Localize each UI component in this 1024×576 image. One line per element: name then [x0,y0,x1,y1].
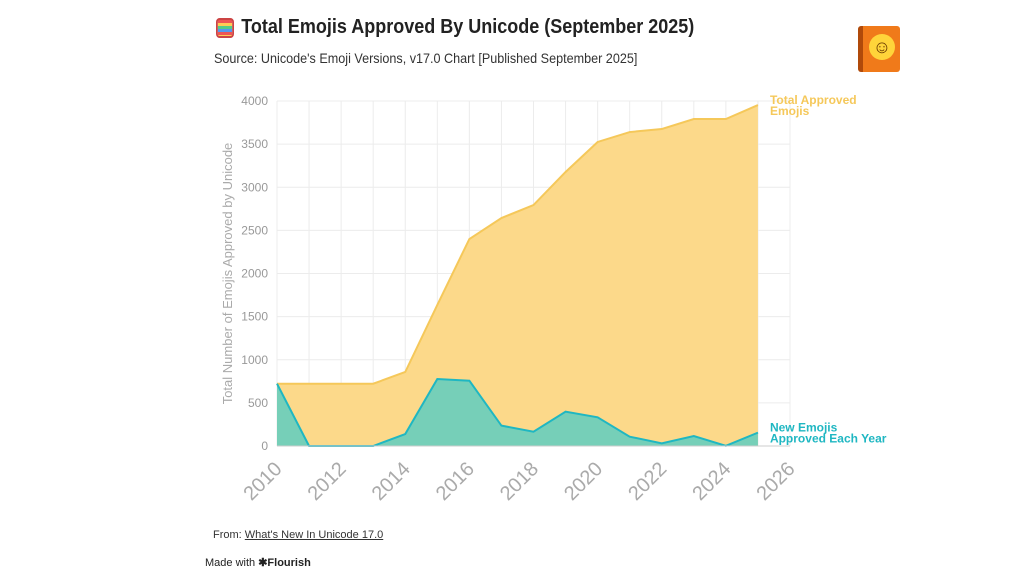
x-tick-label: 2026 [753,458,800,505]
source-footer: From: What's New In Unicode 17.0 [213,529,383,541]
y-tick-label: 0 [261,439,268,453]
x-tick-label: 2018 [496,458,543,505]
series-label: Total Approved Emojis [770,93,857,118]
y-tick-label: 3000 [241,180,268,194]
x-tick-label: 2014 [368,458,415,505]
chart-subtitle: Source: Unicode's Emoji Versions, v17.0 … [214,50,638,66]
from-label: From: [213,529,242,541]
x-tick-label: 2010 [240,458,287,505]
made-with-flourish[interactable]: Made with ✱Flourish [205,556,311,569]
series-area [277,105,758,447]
y-tick-label: 3500 [241,137,268,151]
notebook-smiley-icon: ☺ [858,26,900,72]
title-text: Total Emojis Approved By Unicode (Septem… [241,16,695,38]
chart-title: Total Emojis Approved By Unicode (Septem… [216,16,694,39]
y-tick-label: 4000 [241,94,268,108]
x-tick-label: 2012 [304,458,351,505]
abacus-icon [216,17,234,38]
y-axis-title: Total Number of Emojis Approved by Unico… [220,143,235,405]
series-label: New Emojis Approved Each Year [770,421,887,446]
y-tick-label: 500 [248,396,268,410]
series-area [277,378,758,446]
x-tick-label: 2016 [432,458,479,505]
made-with-label: Made with [205,557,256,569]
y-tick-label: 2000 [241,267,268,281]
y-tick-label: 2500 [241,223,268,237]
x-tick-label: 2024 [688,458,735,505]
flourish-logo: ✱Flourish [258,557,311,569]
source-link[interactable]: What's New In Unicode 17.0 [244,529,384,541]
series-line [277,104,759,385]
x-tick-label: 2020 [560,458,607,505]
y-tick-label: 1000 [241,353,268,367]
y-tick-label: 1500 [241,310,268,324]
x-tick-label: 2022 [624,458,671,505]
